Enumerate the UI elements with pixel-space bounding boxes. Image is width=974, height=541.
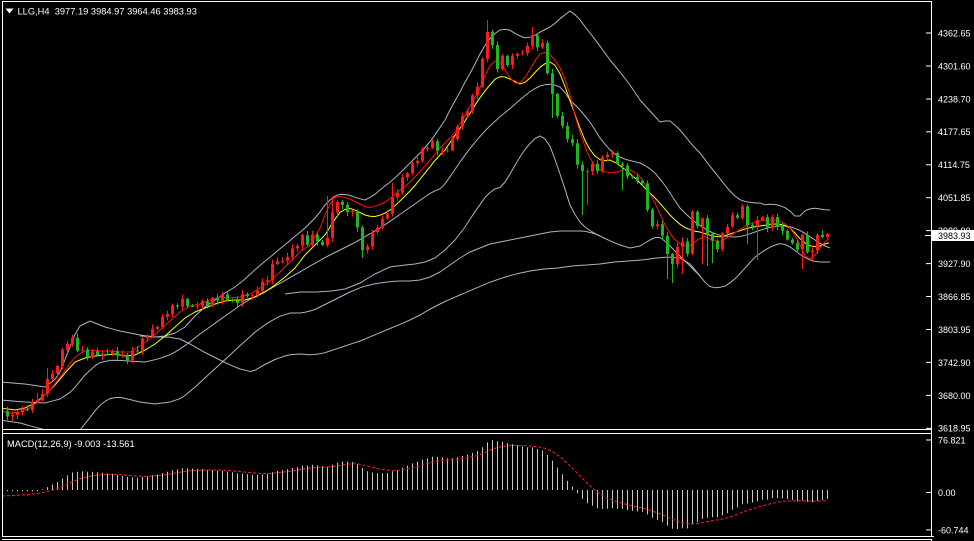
- svg-text:3927.90: 3927.90: [938, 259, 971, 269]
- svg-text:4362.65: 4362.65: [938, 28, 971, 38]
- svg-text:0.00: 0.00: [938, 488, 956, 498]
- svg-text:3983.93: 3983.93: [938, 231, 971, 241]
- svg-text:-60.744: -60.744: [938, 525, 969, 535]
- svg-text:4051.85: 4051.85: [938, 193, 971, 203]
- svg-text:4114.75: 4114.75: [938, 160, 970, 170]
- svg-text:3742.90: 3742.90: [938, 358, 971, 368]
- svg-text:3618.95: 3618.95: [938, 424, 971, 434]
- svg-text:3803.95: 3803.95: [938, 325, 971, 335]
- svg-text:4177.65: 4177.65: [938, 127, 971, 137]
- svg-text:76.821: 76.821: [938, 435, 966, 445]
- svg-text:LLG,H4 3977.19 3984.97 3964.4: LLG,H4 3977.19 3984.97 3964.46 3983.93: [18, 7, 197, 17]
- svg-text:3680.00: 3680.00: [938, 391, 971, 401]
- svg-text:4238.70: 4238.70: [938, 94, 971, 104]
- svg-text:MACD(12,26,9) -9.003 -13.561: MACD(12,26,9) -9.003 -13.561: [7, 439, 135, 449]
- svg-text:3866.85: 3866.85: [938, 292, 971, 302]
- svg-text:4301.60: 4301.60: [938, 61, 971, 71]
